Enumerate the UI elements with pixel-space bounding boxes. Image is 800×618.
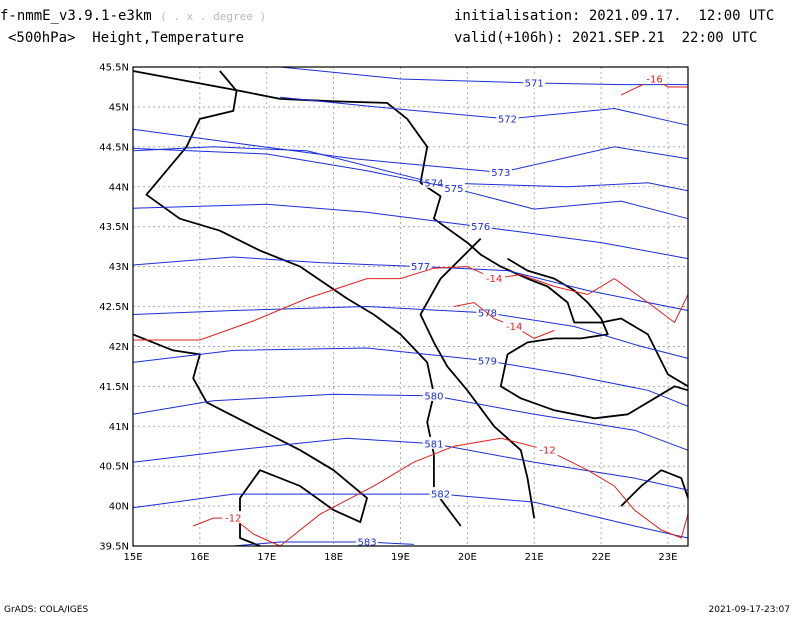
height-contour-label: 581 xyxy=(424,439,443,450)
graticule xyxy=(133,67,688,546)
height-contour-label-bg xyxy=(442,181,465,194)
lon-tick-label: 19E xyxy=(391,552,410,563)
coastline-path xyxy=(419,237,536,519)
height-contour-line xyxy=(132,493,689,539)
lat-tick-label: 39.5N xyxy=(99,542,129,553)
height-contour-label: 576 xyxy=(471,222,490,233)
height-contour-label-bg xyxy=(422,436,445,449)
lon-tick-label: 16E xyxy=(190,552,209,563)
temperature-contour-label: -12 xyxy=(225,514,241,525)
valid-time: valid(+106h): 2021.SEP.21 22:00 UTC xyxy=(454,30,758,46)
temperature-contour-label-bg xyxy=(536,443,559,456)
lat-tick-label: 41.5N xyxy=(99,382,129,393)
height-contour-label-bg xyxy=(469,219,492,232)
lat-tick-label: 45.5N xyxy=(99,63,129,74)
units-note: ( . x . degree ) xyxy=(160,10,267,23)
height-contour-line xyxy=(233,541,414,547)
lon-tick-label: 18E xyxy=(324,552,343,563)
lat-tick-label: 45N xyxy=(109,102,129,113)
height-contour-label-bg xyxy=(409,259,432,272)
coastline-path xyxy=(132,333,368,547)
axis-ticks: 15E 16E 17E 18E 19E 20E 21E 22E 23E 39.5N 40N 40.5N… xyxy=(99,63,677,564)
coastlines xyxy=(132,70,689,547)
model-title: f-nmmE_v3.9.1-e3km ( . x . degree ) xyxy=(0,8,266,25)
lon-tick-label: 20E xyxy=(458,552,477,563)
height-contour-label: 571 xyxy=(525,78,544,89)
footer-timestamp: 2021-09-17-23:07 xyxy=(708,605,791,615)
lat-tick-label: 44.5N xyxy=(99,142,129,153)
temperature-contour-label: -12 xyxy=(539,446,555,457)
height-contour-label: 572 xyxy=(498,114,517,125)
footer-credit: GrADS: COLA/IGES xyxy=(4,605,89,615)
height-contour-label-bg xyxy=(356,535,379,548)
height-contour-label: 573 xyxy=(491,168,510,179)
temperature-contour-label: -14 xyxy=(506,322,522,333)
height-contour-label-bg xyxy=(476,353,499,366)
height-contour-label: 575 xyxy=(444,184,463,195)
height-contour-label-bg xyxy=(489,165,512,178)
temperature-contour-label-bg xyxy=(503,319,526,332)
height-contour-line xyxy=(132,347,689,407)
lat-tick-label: 43.5N xyxy=(99,222,129,233)
height-contour-line xyxy=(132,305,689,359)
init-time: initialisation: 2021.09.17. 12:00 UTC xyxy=(454,8,775,24)
lat-tick-label: 42.5N xyxy=(99,302,129,313)
height-contour-label-bg xyxy=(523,75,546,88)
lat-tick-label: 40N xyxy=(109,502,129,513)
height-contour-line xyxy=(132,146,689,192)
lon-tick-label: 22E xyxy=(592,552,611,563)
height-contour-label-bg xyxy=(422,175,445,188)
temperature-contour-label-bg xyxy=(483,271,506,284)
height-contour-label: 579 xyxy=(478,356,497,367)
height-contour-line xyxy=(132,128,689,173)
coastline-path xyxy=(499,257,689,420)
lon-tick-label: 17E xyxy=(257,552,276,563)
height-contour-label-bg xyxy=(496,111,519,124)
map-frame xyxy=(132,66,689,547)
coastline-path xyxy=(620,469,689,507)
height-contour-label-bg xyxy=(422,388,445,401)
height-contour-label: 578 xyxy=(478,308,497,319)
lon-tick-label: 23E xyxy=(658,552,677,563)
height-contour-label: 582 xyxy=(431,490,450,501)
lat-tick-label: 42N xyxy=(109,342,129,353)
height-contour-line xyxy=(280,66,688,86)
temperature-contour-line xyxy=(133,266,689,341)
height-contour-label: 580 xyxy=(424,391,443,402)
lon-tick-label: 21E xyxy=(525,552,544,563)
lat-tick-label: 43N xyxy=(109,262,129,273)
height-contour-label: 583 xyxy=(357,538,376,549)
temperature-contour-line xyxy=(279,437,689,547)
height-contour-line xyxy=(132,147,689,220)
height-contour-label-bg xyxy=(429,487,452,500)
height-contour-label: 577 xyxy=(411,262,430,273)
level-title: <500hPa> Height,Temperature xyxy=(8,30,245,46)
temperature-contour-label: -16 xyxy=(646,74,662,85)
temperature-contour-label: -14 xyxy=(486,274,502,285)
coastline-path xyxy=(145,70,462,527)
lon-tick-label: 15E xyxy=(123,552,142,563)
lat-tick-label: 44N xyxy=(109,182,129,193)
temperature-contour-label-bg xyxy=(643,71,666,84)
height-contour-line xyxy=(132,203,689,260)
lat-tick-label: 40.5N xyxy=(99,462,129,473)
lat-tick-label: 41N xyxy=(109,422,129,433)
model-name: f-nmmE_v3.9.1-e3km xyxy=(0,8,152,24)
coastline-path xyxy=(132,70,689,388)
temperature-contour-label-bg xyxy=(222,511,245,524)
temperature-contours: -16 -14 -14 -12 -12 xyxy=(133,71,689,547)
